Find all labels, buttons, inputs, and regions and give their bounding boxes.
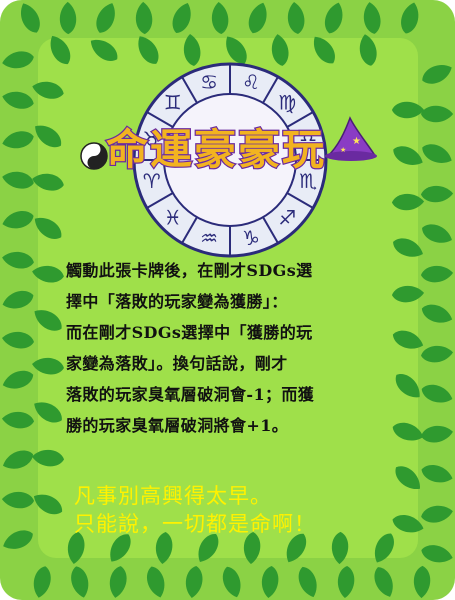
tagline-line: 只能說，一切都是命啊！ bbox=[74, 512, 316, 536]
leaf-icon bbox=[245, 0, 271, 36]
leaf-icon bbox=[418, 59, 455, 89]
leaf-icon bbox=[418, 139, 455, 169]
zodiac-sign-icon: ♌ bbox=[242, 70, 260, 94]
leaf-icon bbox=[419, 423, 455, 445]
leaf-icon bbox=[321, 0, 347, 36]
zodiac-sign-icon: ♋ bbox=[200, 70, 218, 94]
leaf-icon bbox=[59, 1, 77, 35]
leaf-icon bbox=[419, 461, 455, 487]
leaf-icon bbox=[1, 490, 35, 510]
tagline-line: 凡事別高興得太早。 bbox=[74, 484, 272, 508]
leaf-icon bbox=[397, 0, 423, 36]
leaf-icon bbox=[294, 564, 322, 600]
leaf-icon bbox=[419, 542, 455, 566]
zodiac-wheel: ♏♐ ♑ ♒ ♓♈ ♉♊ ♋ ♌ ♍♎ bbox=[132, 62, 328, 258]
leaf-icon bbox=[420, 105, 454, 123]
leaf-icon bbox=[420, 185, 454, 203]
leaf-icon bbox=[134, 1, 154, 35]
leaf-icon bbox=[92, 0, 120, 37]
leaf-icon bbox=[183, 564, 205, 600]
leaf-icon bbox=[285, 1, 307, 35]
zodiac-sign-icon: ♈ bbox=[143, 169, 161, 193]
leaf-icon bbox=[361, 0, 383, 36]
zodiac-divider bbox=[286, 192, 314, 209]
leaf-icon bbox=[30, 564, 54, 600]
leaf-icon bbox=[15, 0, 45, 37]
card-title: 命運豪豪玩 bbox=[106, 125, 326, 174]
card-title-art: 命運豪豪玩 ★ ★ bbox=[80, 116, 377, 175]
leaf-icon bbox=[1, 329, 35, 351]
card-tagline: 凡事別高興得太早。 只能說，一切都是命啊！ bbox=[74, 482, 404, 538]
zodiac-sign-icon: ♍ bbox=[278, 91, 296, 115]
leaf-icon bbox=[0, 446, 36, 474]
leaf-icon bbox=[260, 565, 280, 599]
leaf-icon bbox=[68, 564, 92, 600]
zodiac-sign-icon: ♒ bbox=[200, 226, 218, 250]
leaf-icon bbox=[0, 88, 36, 112]
leaf-icon bbox=[0, 48, 36, 72]
zodiac-divider bbox=[262, 76, 279, 104]
zodiac-sign-icon: ♊ bbox=[164, 91, 182, 115]
leaf-icon bbox=[413, 565, 431, 599]
rules-line: 觸動此張卡牌後，在剛才SDGs選 bbox=[66, 261, 313, 280]
leaf-icon bbox=[419, 503, 455, 525]
leaf-icon bbox=[420, 264, 454, 284]
leaf-icon bbox=[219, 564, 245, 600]
leaf-icon bbox=[0, 207, 36, 233]
zodiac-sign-icon: ♎ bbox=[299, 127, 317, 151]
leaf-icon bbox=[336, 565, 356, 599]
leaf-icon bbox=[107, 564, 129, 600]
zodiac-divider bbox=[181, 76, 198, 104]
zodiac-sign-icon: ♓ bbox=[164, 205, 182, 229]
leaf-icon bbox=[419, 300, 455, 328]
leaf-icon bbox=[370, 564, 398, 600]
leaf-icon bbox=[419, 220, 455, 248]
zodiac-sign-icon: ♑ bbox=[242, 226, 260, 250]
rules-line: 擇中「落敗的玩家變為獲勝」： bbox=[66, 292, 288, 311]
leaf-icon bbox=[420, 344, 454, 364]
leaf-icon bbox=[210, 1, 230, 35]
leaf-icon bbox=[419, 381, 455, 407]
leaf-icon bbox=[143, 564, 169, 600]
card-rules-text: 觸動此張卡牌後，在剛才SDGs選 擇中「落敗的玩家變為獲勝」： 而在剛才SDGs… bbox=[66, 255, 384, 441]
rules-line: 落敗的玩家臭氧層破洞會-1；而獲 bbox=[66, 385, 315, 404]
zodiac-divider bbox=[146, 192, 174, 209]
zodiac-divider bbox=[146, 111, 174, 128]
zodiac-divider bbox=[262, 216, 279, 244]
zodiac-sign-icon: ♐ bbox=[278, 205, 296, 229]
yin-yang-icon bbox=[80, 142, 108, 170]
svg-text:★: ★ bbox=[352, 136, 361, 147]
zodiac-divider bbox=[286, 111, 314, 128]
rules-line: 勝的玩家臭氧層破洞將會+1。 bbox=[66, 416, 289, 435]
leaf-icon bbox=[0, 168, 36, 192]
leaf-icon bbox=[0, 367, 36, 393]
leaf-icon bbox=[0, 128, 36, 152]
svg-text:★: ★ bbox=[340, 146, 346, 154]
rules-line: 家變為落敗」。換句話說，剛才 bbox=[66, 354, 288, 373]
rules-line: 而在剛才SDGs選擇中「獲勝的玩 bbox=[66, 323, 313, 342]
zodiac-divider bbox=[181, 216, 198, 244]
zodiac-sign-icon: ♉ bbox=[143, 127, 161, 151]
leaf-icon bbox=[0, 287, 36, 313]
leaf-icon bbox=[1, 410, 35, 430]
leaf-icon bbox=[0, 526, 37, 554]
leaf-icon bbox=[168, 0, 196, 36]
leaf-icon bbox=[0, 249, 36, 271]
wizard-hat-icon: ★ ★ bbox=[325, 116, 377, 161]
zodiac-sign-icon: ♏ bbox=[299, 169, 317, 193]
